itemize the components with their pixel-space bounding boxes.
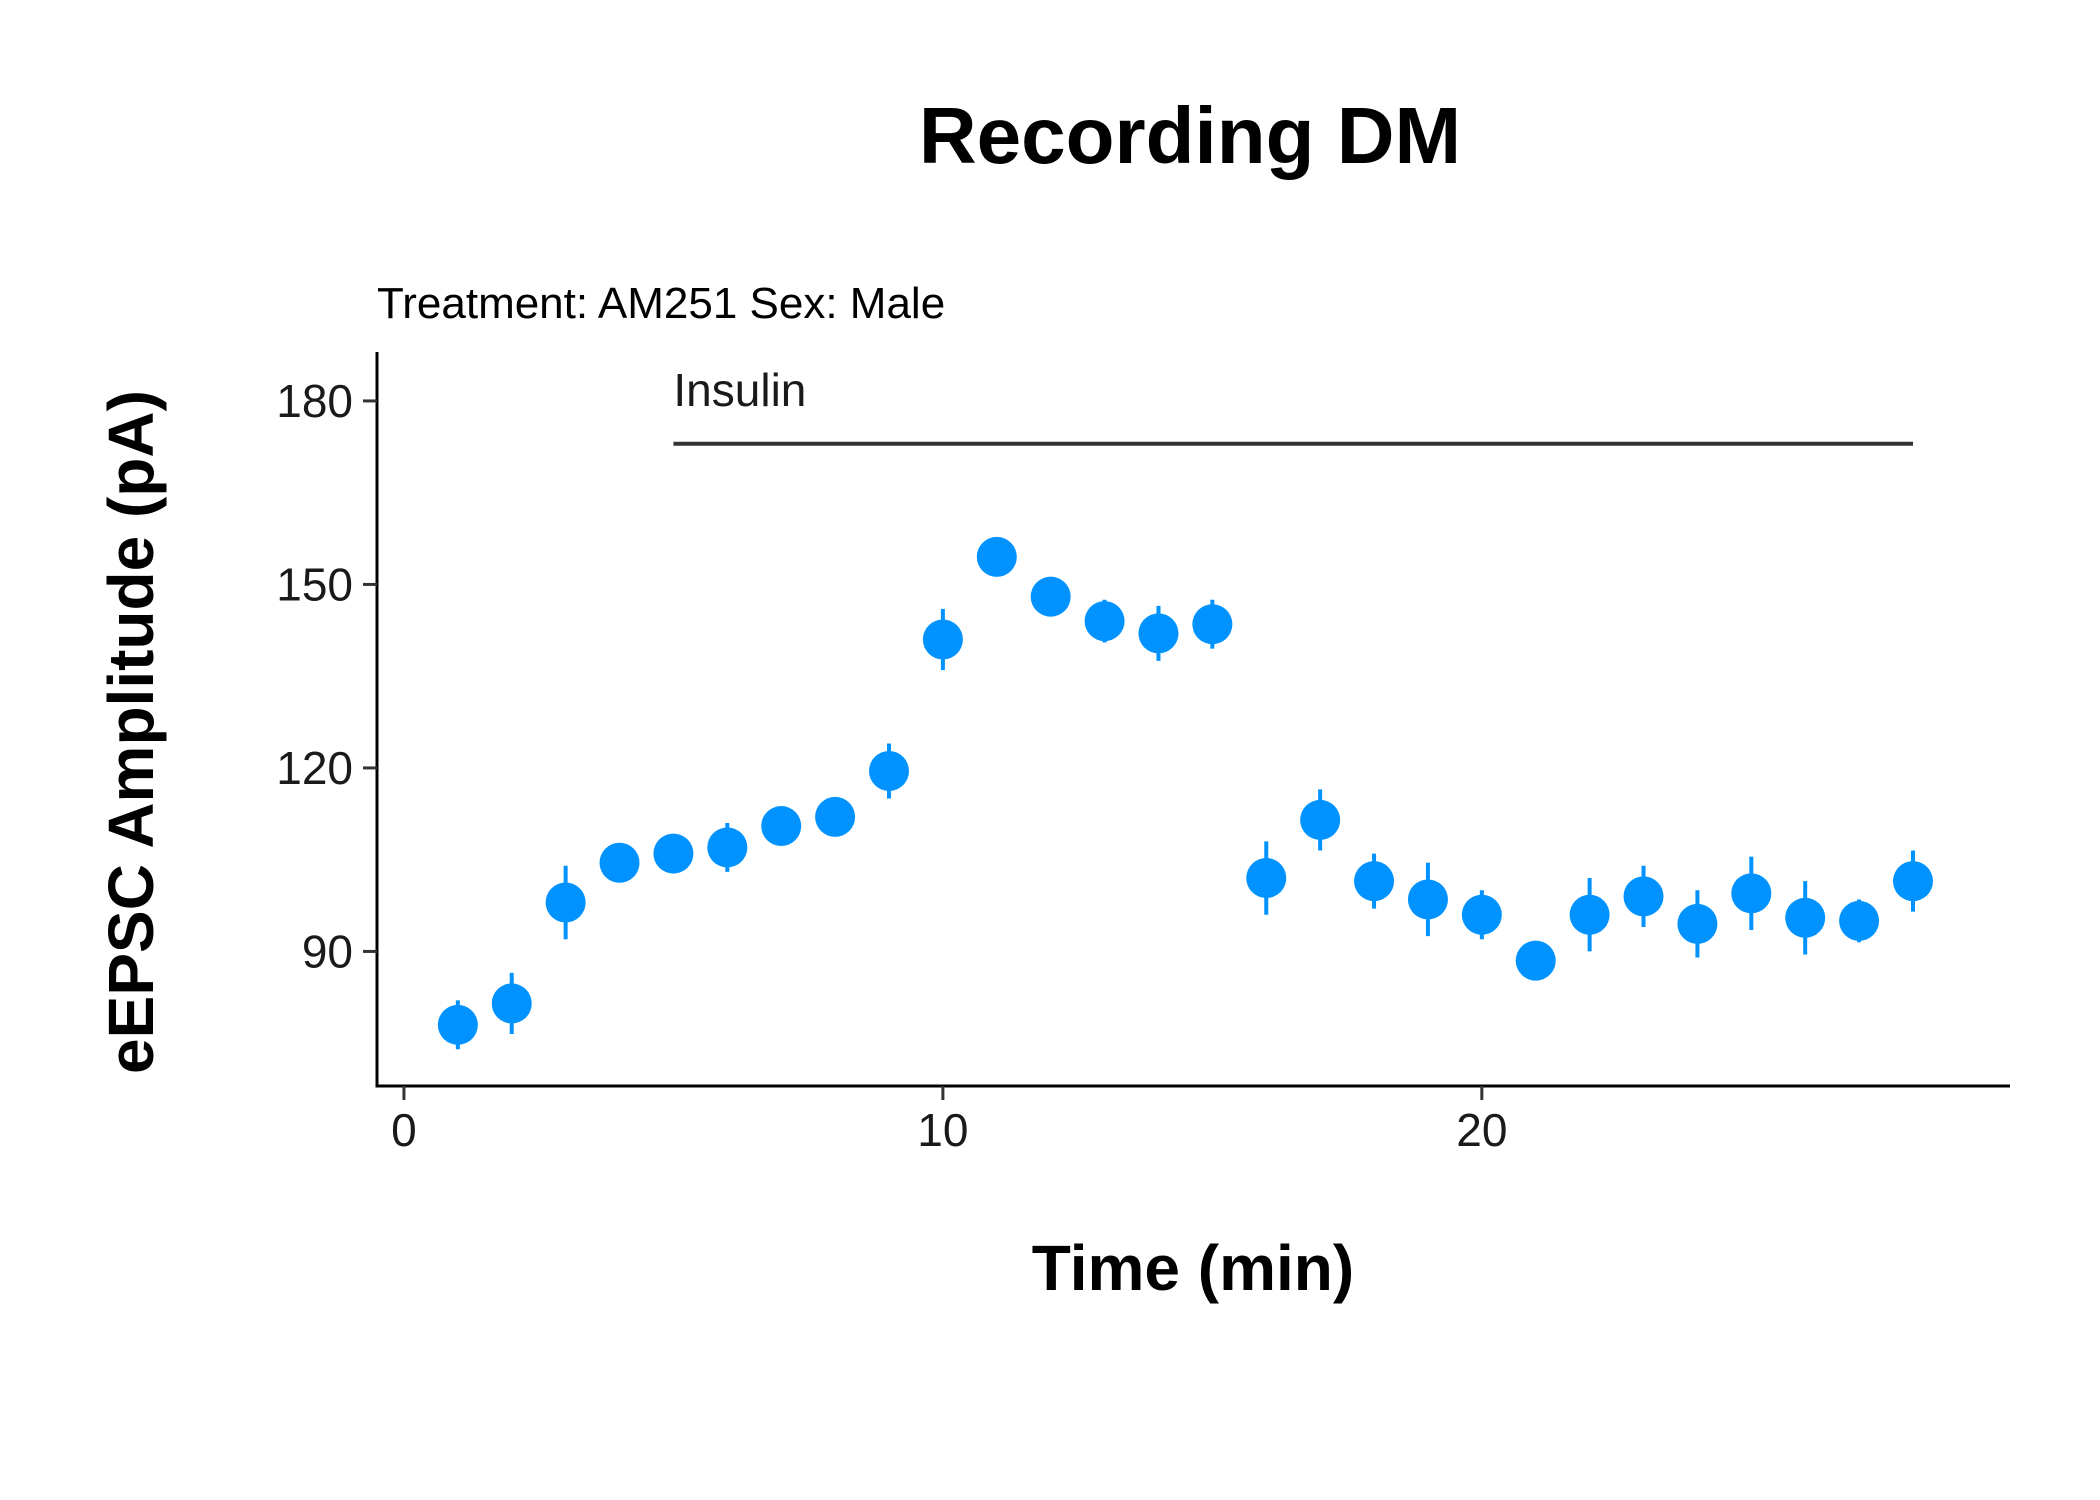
data-point — [761, 806, 802, 847]
data-point — [976, 536, 1017, 577]
y-tick-label: 180 — [276, 375, 353, 427]
data-point — [868, 750, 909, 791]
data-point — [1084, 601, 1125, 642]
data-point — [1569, 894, 1610, 935]
y-tick-label: 120 — [276, 742, 353, 794]
data-point — [1461, 894, 1502, 935]
data-point — [1677, 903, 1718, 944]
data-point — [437, 1004, 478, 1045]
data-point — [1030, 576, 1071, 617]
data-point — [1354, 861, 1395, 902]
data-point — [1407, 879, 1448, 920]
y-axis-title: eEPSC Amplitude (pA) — [95, 390, 167, 1074]
data-point — [491, 983, 532, 1024]
data-point — [1731, 873, 1772, 914]
data-point — [1785, 897, 1826, 938]
data-point — [545, 882, 586, 923]
x-tick-label: 0 — [391, 1104, 417, 1156]
data-point — [1892, 861, 1933, 902]
data-point — [1839, 900, 1880, 941]
x-tick-label: 10 — [917, 1104, 968, 1156]
plot-area: 90 120 150 180 0 10 20 Insulin — [276, 352, 2010, 1156]
insulin-label: Insulin — [673, 364, 806, 416]
data-point — [1246, 858, 1287, 899]
data-point — [1138, 613, 1179, 654]
x-tick-label: 20 — [1456, 1104, 1507, 1156]
data-point — [599, 842, 640, 883]
chart-subtitle: Treatment: AM251 Sex: Male — [377, 279, 945, 328]
data-point — [815, 796, 856, 837]
data-point — [1300, 799, 1341, 840]
data-point — [707, 827, 748, 868]
y-tick-label: 90 — [302, 925, 353, 977]
x-axis-title: Time (min) — [1032, 1232, 1354, 1304]
data-point — [1623, 876, 1664, 917]
chart-title: Recording DM — [919, 91, 1461, 180]
y-tick-label: 150 — [276, 558, 353, 610]
data-point — [1192, 604, 1233, 645]
data-point — [653, 833, 694, 874]
data-point — [922, 619, 963, 660]
data-point — [1515, 940, 1556, 981]
